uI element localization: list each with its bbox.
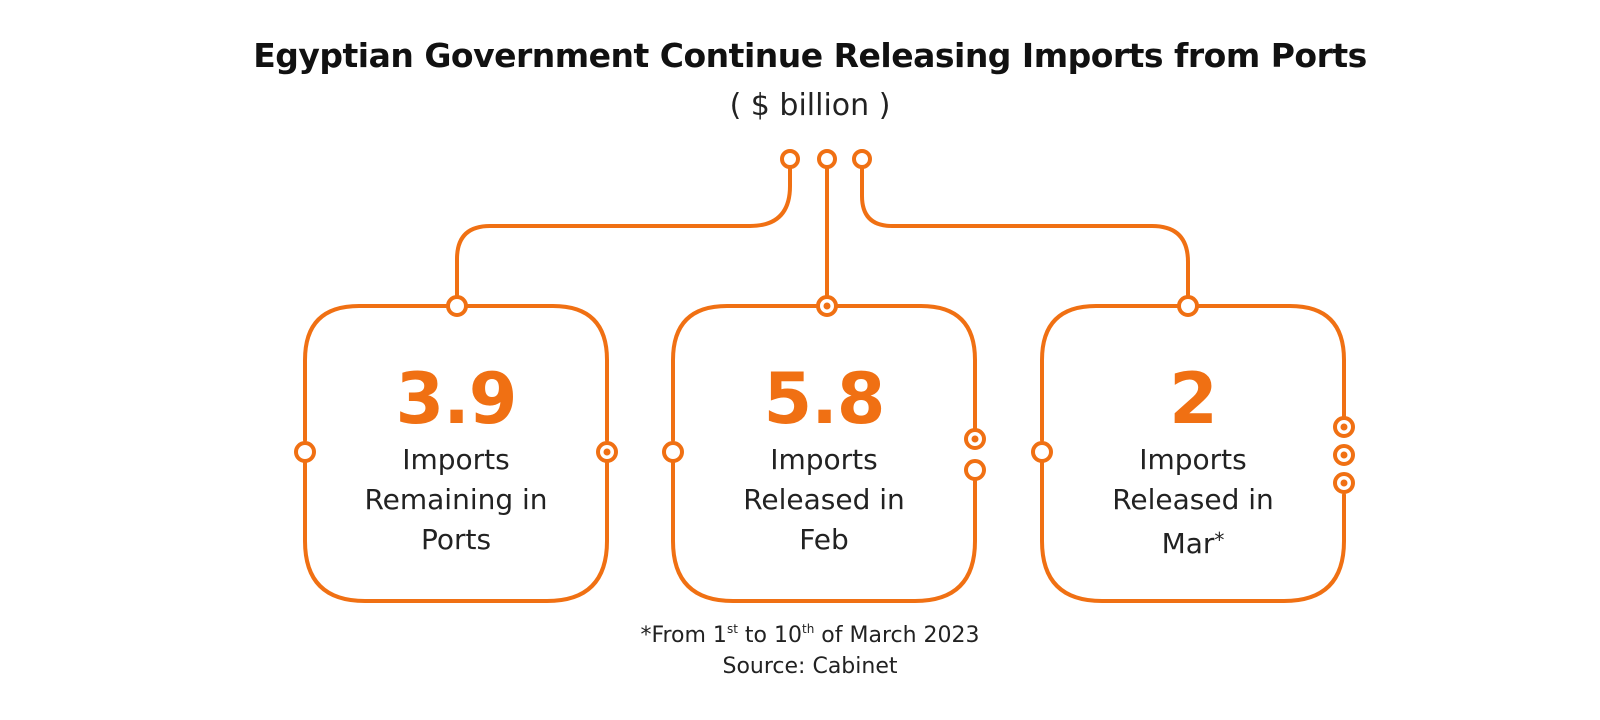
infographic-title: Egyptian Government Continue Releasing I…: [253, 36, 1367, 75]
unit-subtitle: ( $ billion ): [729, 88, 891, 123]
terminal-node: [817, 149, 837, 169]
card-imports-remaining: 3.9 Imports Remaining in Ports: [306, 364, 606, 560]
side-node: [1031, 441, 1053, 463]
card-imports-released-mar: 2 Imports Released in Mar*: [1043, 364, 1343, 564]
side-node: [964, 459, 986, 481]
source-note: Source: Cabinet: [722, 654, 898, 679]
card-imports-released-feb: 5.8 Imports Released in Feb: [674, 364, 974, 560]
terminal-node: [852, 149, 872, 169]
card-label: Imports Released in Feb: [743, 443, 905, 556]
junction-node: [1177, 295, 1199, 317]
side-node: [294, 441, 316, 463]
footnote-date-range: *From 1st to 10th of March 2023: [640, 622, 980, 648]
card-value: 5.8: [763, 358, 885, 440]
connector-right: [860, 165, 1190, 302]
card-value: 3.9: [395, 358, 517, 440]
footnote-marker: *: [1214, 528, 1225, 552]
side-node: [662, 441, 684, 463]
card-value: 2: [1169, 358, 1218, 440]
card-label: Imports Released in Mar*: [1112, 443, 1274, 560]
card-label: Imports Remaining in Ports: [364, 443, 548, 556]
terminal-node: [780, 149, 800, 169]
junction-node: [446, 295, 468, 317]
connector-left: [455, 165, 792, 302]
